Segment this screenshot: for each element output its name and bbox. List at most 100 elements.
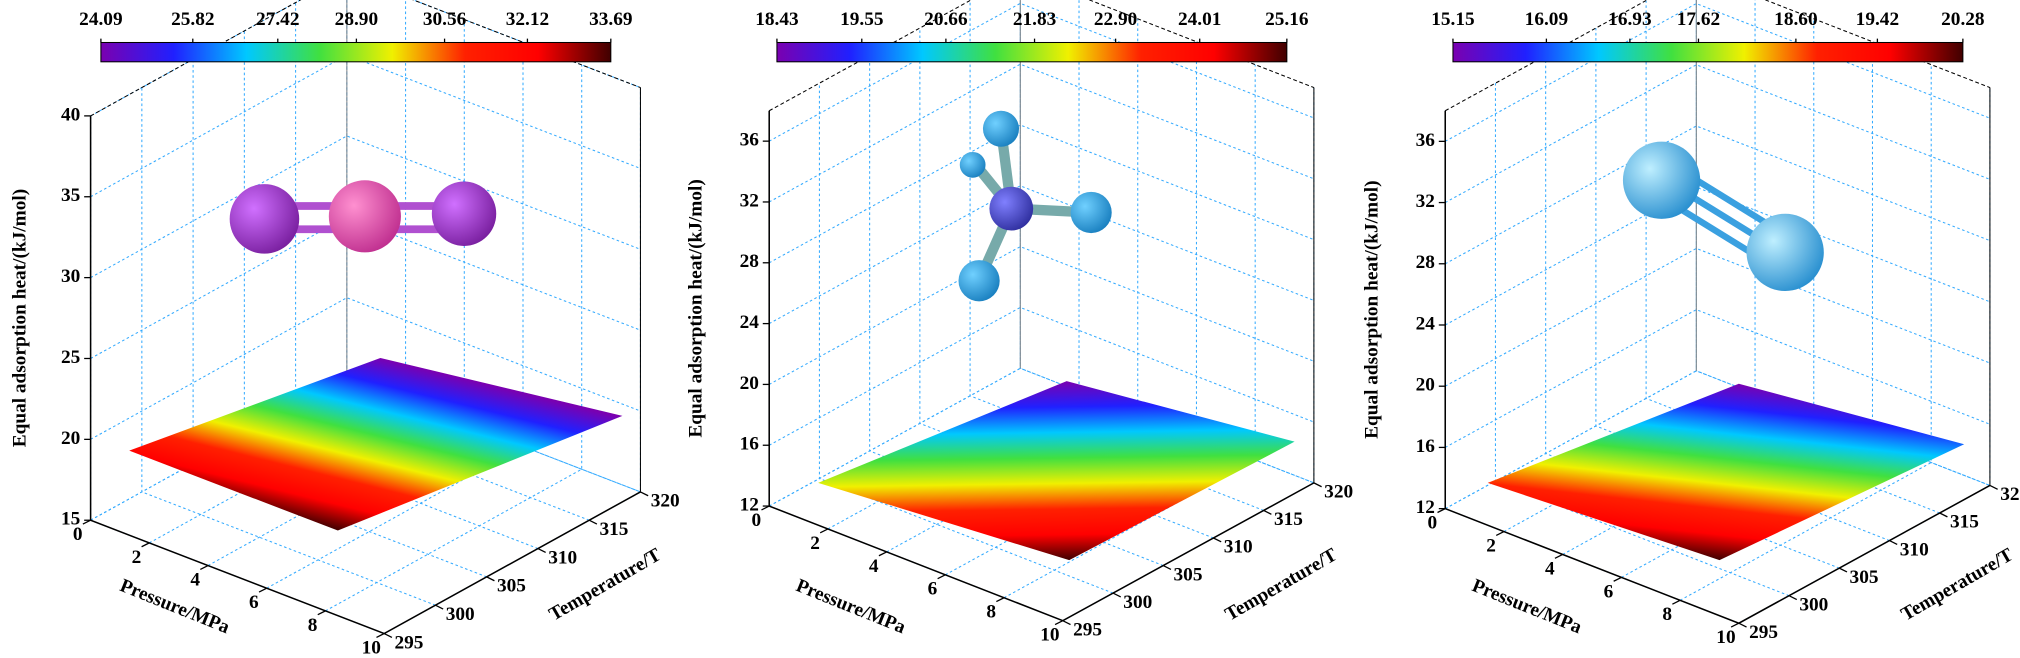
x-axis-title: Pressure/MPa	[793, 575, 909, 638]
y-tick-label: 295	[1749, 622, 1778, 643]
y-tick-label: 295	[1073, 619, 1102, 640]
y-tick-label: 295	[394, 632, 423, 653]
y-tick	[1313, 482, 1322, 488]
y-tick	[1989, 484, 1998, 490]
grid-line	[207, 19, 465, 566]
x-tick	[761, 505, 770, 511]
x-tick-label: 2	[132, 547, 142, 568]
z-tick-label: 40	[61, 104, 80, 125]
x-tick-label: 8	[986, 602, 996, 623]
axis-line	[1444, 110, 1991, 625]
y-tick-label: 315	[1274, 509, 1303, 530]
colorbar-tick-label: 19.42	[1856, 9, 1899, 30]
x-tick	[878, 551, 887, 557]
grid-line	[1444, 186, 1991, 326]
grid-line	[1444, 125, 1991, 265]
y-tick-label: 315	[599, 519, 628, 540]
x-tick	[200, 564, 209, 570]
atom	[982, 110, 1020, 147]
grid-line	[768, 306, 1315, 446]
z-tick-label: 20	[740, 373, 759, 394]
atom	[229, 184, 300, 254]
y-tick-label: 315	[1950, 512, 1979, 533]
x-tick-label: 10	[1716, 627, 1735, 648]
surface	[1487, 383, 1965, 561]
grid-line	[1738, 87, 1991, 624]
colorbar-tick-label: 16.93	[1608, 9, 1651, 30]
y-tick-label: 300	[1123, 592, 1152, 613]
z-tick-label: 24	[740, 312, 760, 333]
colorbar-tick-label: 18.43	[755, 9, 798, 30]
y-tick-label: 320	[651, 491, 680, 512]
grid-line	[149, 0, 407, 544]
colorbar-tick-label: 20.66	[924, 9, 968, 30]
atom	[431, 181, 497, 246]
x-tick-label: 8	[1662, 604, 1672, 625]
x-tick-label: 2	[1486, 535, 1496, 556]
z-tick-label: 24	[1416, 313, 1436, 334]
y-tick-label: 310	[548, 547, 577, 568]
grid-line	[1503, 0, 1756, 533]
grid-line	[1444, 64, 1991, 204]
surface	[818, 381, 1295, 561]
y-tick	[435, 604, 444, 610]
z-axis-title: Equal adsorption heat/(kJ/mol)	[1362, 180, 1383, 438]
y-tick	[1889, 539, 1898, 546]
colorbar-tick-label: 28.90	[335, 9, 378, 30]
x-tick-label: 6	[249, 592, 259, 613]
x-tick	[1554, 553, 1563, 559]
grid-line	[141, 87, 436, 606]
x-tick	[819, 528, 829, 534]
y-tick	[1838, 567, 1848, 573]
z-tick-label: 30	[61, 266, 80, 287]
colorbar-tick-label: 18.60	[1774, 9, 1817, 30]
atom	[989, 186, 1034, 231]
z-tick-label: 25	[61, 347, 80, 368]
z-tick-label: 12	[1416, 497, 1435, 518]
grid-line	[1444, 247, 1991, 387]
colorbar-tick-label: 22.90	[1094, 9, 1137, 30]
x-tick-label: 10	[362, 637, 381, 658]
x-tick-label: 2	[810, 533, 820, 554]
x-tick	[996, 597, 1005, 603]
x-tick	[1730, 622, 1740, 628]
x-tick-label: 4	[1545, 558, 1555, 579]
x-tick	[937, 574, 946, 580]
x-axis-title: Pressure/MPa	[117, 575, 233, 638]
atom	[958, 260, 1000, 302]
y-tick-label: 310	[1224, 537, 1253, 558]
y-tick-label: 305	[1174, 564, 1203, 585]
y-tick-label: 310	[1900, 539, 1929, 560]
grid-line	[768, 2, 1315, 142]
colorbar-tick-label: 24.01	[1178, 9, 1221, 30]
z-tick-label: 16	[1416, 436, 1436, 457]
x-tick	[1437, 508, 1446, 514]
y-tick	[486, 576, 495, 582]
x-tick-label: 6	[1604, 581, 1614, 602]
y-tick	[640, 491, 649, 497]
z-tick-label: 36	[1416, 130, 1436, 151]
x-tick-label: 10	[1040, 625, 1059, 646]
z-tick-label: 35	[61, 185, 80, 206]
x-tick	[317, 610, 326, 616]
colorbar-tick-label: 32.12	[506, 9, 549, 30]
y-tick-label: 305	[1850, 567, 1879, 588]
y-tick	[1062, 620, 1071, 626]
y-tick-label: 320	[1324, 482, 1353, 503]
x-axis-title: Pressure/MPa	[1469, 575, 1585, 638]
atom	[1746, 213, 1824, 292]
atom	[1070, 191, 1112, 234]
grid-line	[1444, 309, 1991, 448]
colorbar-tick-label: 33.69	[589, 9, 632, 30]
colorbar-tick-label: 17.62	[1677, 9, 1720, 30]
colorbar-tick-label: 19.55	[840, 9, 883, 30]
y-tick	[1213, 537, 1222, 543]
grid-line	[818, 83, 1114, 594]
z-tick-label: 16	[740, 434, 760, 455]
colorbar-tick-label: 27.42	[256, 9, 299, 30]
grid-line	[768, 124, 1315, 264]
x-tick-label: 0	[73, 524, 83, 545]
colorbar-tick-label: 24.09	[79, 9, 122, 30]
atom	[328, 180, 401, 253]
grid-line	[90, 54, 641, 198]
